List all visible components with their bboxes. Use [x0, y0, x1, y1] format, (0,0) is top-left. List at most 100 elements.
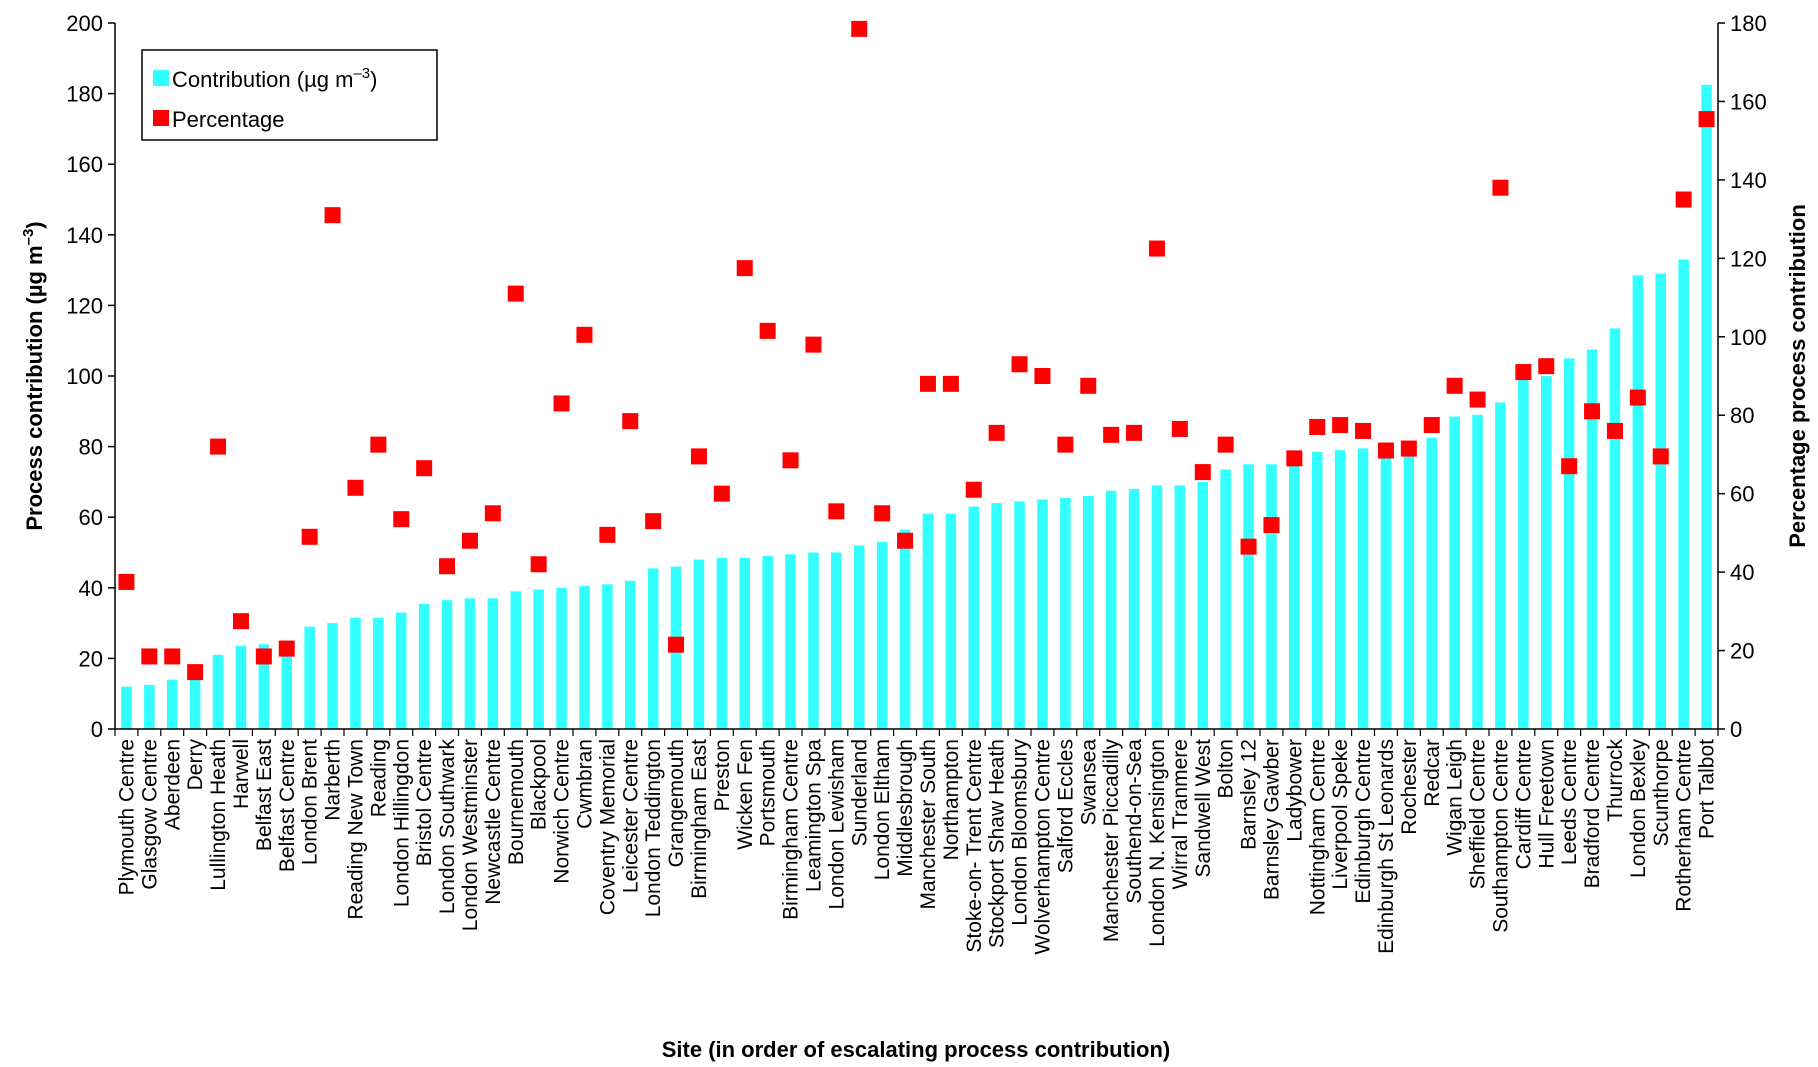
bar-contribution — [876, 541, 888, 729]
marker-percentage — [461, 532, 478, 549]
legend: Contribution (µg m–3) Percentage — [141, 49, 438, 141]
category-label: Leicester Centre — [619, 739, 642, 893]
category-label: Newcastle Centre — [482, 739, 505, 905]
marker-percentage — [599, 526, 616, 543]
bar-contribution — [510, 591, 522, 729]
category-label: Wolverhampton Centre — [1031, 739, 1054, 955]
bar-contribution — [189, 672, 201, 729]
category-label: Salford Eccles — [1054, 739, 1077, 873]
category-label: Barnsley 12 — [1238, 739, 1261, 850]
category-labels: Plymouth Centre Glasgow Centre Aberdeen Der… — [115, 739, 1718, 955]
marker-percentage — [1286, 450, 1303, 467]
category-label: London Lewisham — [825, 739, 848, 909]
category-label: Port Talbot — [1696, 739, 1719, 839]
category-label: Harwell — [230, 739, 253, 809]
category-label: Rotherham Centre — [1673, 739, 1696, 912]
category-label: Bournemouth — [505, 739, 528, 865]
marker-percentage — [1423, 417, 1440, 434]
category-label: Birmingham Centre — [780, 739, 803, 920]
y-left-tick-label: 40 — [79, 576, 103, 601]
marker-percentage — [210, 438, 227, 455]
marker-percentage — [255, 648, 272, 665]
marker-percentage — [118, 573, 135, 590]
bar-contribution — [899, 529, 911, 729]
marker-percentage — [690, 448, 707, 465]
bar-contribution — [831, 552, 842, 729]
marker-percentage — [759, 322, 776, 339]
category-label: Southampton Centre — [1489, 739, 1512, 933]
bar-contribution — [1289, 462, 1300, 729]
marker-percentage — [507, 285, 524, 302]
bar-contribution — [144, 684, 155, 729]
marker-percentage — [828, 503, 845, 520]
bar-contribution — [441, 600, 453, 729]
marker-percentage — [1309, 418, 1326, 435]
marker-percentage — [1698, 111, 1715, 128]
bar-contribution — [1037, 499, 1048, 729]
marker-percentage — [164, 648, 181, 665]
category-label: Narberth — [322, 739, 345, 821]
bar-contribution — [853, 545, 865, 729]
category-label: Nottingham Centre — [1306, 739, 1329, 915]
bar-contribution — [1151, 485, 1163, 729]
category-label: Cardiff Centre — [1512, 739, 1535, 869]
category-label: Rochester — [1398, 739, 1421, 835]
category-label: Wirral Tranmere — [1169, 739, 1192, 890]
bar-contribution — [808, 552, 819, 729]
y-right-tick-label: 0 — [1730, 717, 1742, 742]
bar-contribution — [785, 554, 796, 729]
marker-percentage — [232, 613, 249, 630]
category-label: Aberdeen — [161, 739, 184, 830]
bar-contribution — [1563, 358, 1575, 729]
marker-percentage — [278, 640, 295, 657]
y-left-tick-label: 160 — [66, 152, 103, 177]
category-label: Barnsley Gawber — [1260, 739, 1283, 900]
y-left-tick-label: 60 — [79, 505, 103, 530]
marker-percentage — [1377, 442, 1394, 459]
category-label: Belfast Centre — [276, 739, 299, 872]
category-label: Portsmouth — [757, 739, 780, 846]
marker-percentage — [645, 513, 662, 530]
bars-layer — [121, 84, 1712, 729]
y-right-tick-label: 160 — [1730, 89, 1767, 114]
category-label: London Southwark — [436, 739, 459, 915]
bar-contribution — [1678, 259, 1689, 729]
bar-contribution — [762, 556, 773, 729]
category-label: Wigan Leigh — [1444, 739, 1467, 856]
category-label: Leeds Centre — [1558, 739, 1581, 865]
bar-contribution — [1495, 402, 1506, 729]
marker-percentage — [1171, 420, 1188, 437]
marker-percentage — [1080, 377, 1097, 394]
bar-contribution — [1082, 496, 1094, 729]
marker-percentage — [851, 20, 868, 37]
bar-contribution — [1266, 464, 1277, 729]
bar-contribution — [350, 617, 361, 729]
bar-contribution — [1334, 450, 1346, 729]
bar-contribution — [1403, 446, 1415, 729]
marker-percentage — [484, 505, 501, 522]
ticks-layer: 0 20 40 60 80 100 120 140 160 180 200 0 20 40 60 80 100 1… — [66, 11, 1766, 742]
marker-percentage — [1561, 458, 1578, 475]
category-label: Bradford Centre — [1581, 739, 1604, 888]
marker-percentage — [141, 648, 158, 665]
marker-percentage — [324, 207, 341, 224]
marker-percentage — [301, 528, 318, 545]
marker-percentage — [1675, 191, 1692, 208]
marker-percentage — [805, 336, 822, 353]
bar-contribution — [121, 686, 132, 729]
marker-percentage — [874, 505, 891, 522]
bar-contribution — [1197, 481, 1209, 729]
marker-percentage — [782, 452, 799, 469]
category-label: Swansea — [1077, 739, 1100, 826]
y-left-tick-label: 80 — [79, 435, 103, 460]
marker-percentage — [347, 479, 364, 496]
marker-percentage — [1629, 389, 1646, 406]
category-label: Coventry Memorial — [596, 739, 619, 915]
bar-contribution — [304, 626, 315, 729]
bar-contribution — [579, 586, 590, 729]
legend-marker-percentage — [153, 110, 169, 126]
y-left-tick-label: 180 — [66, 82, 103, 107]
bar-contribution — [464, 598, 476, 729]
bar-contribution — [212, 654, 224, 729]
